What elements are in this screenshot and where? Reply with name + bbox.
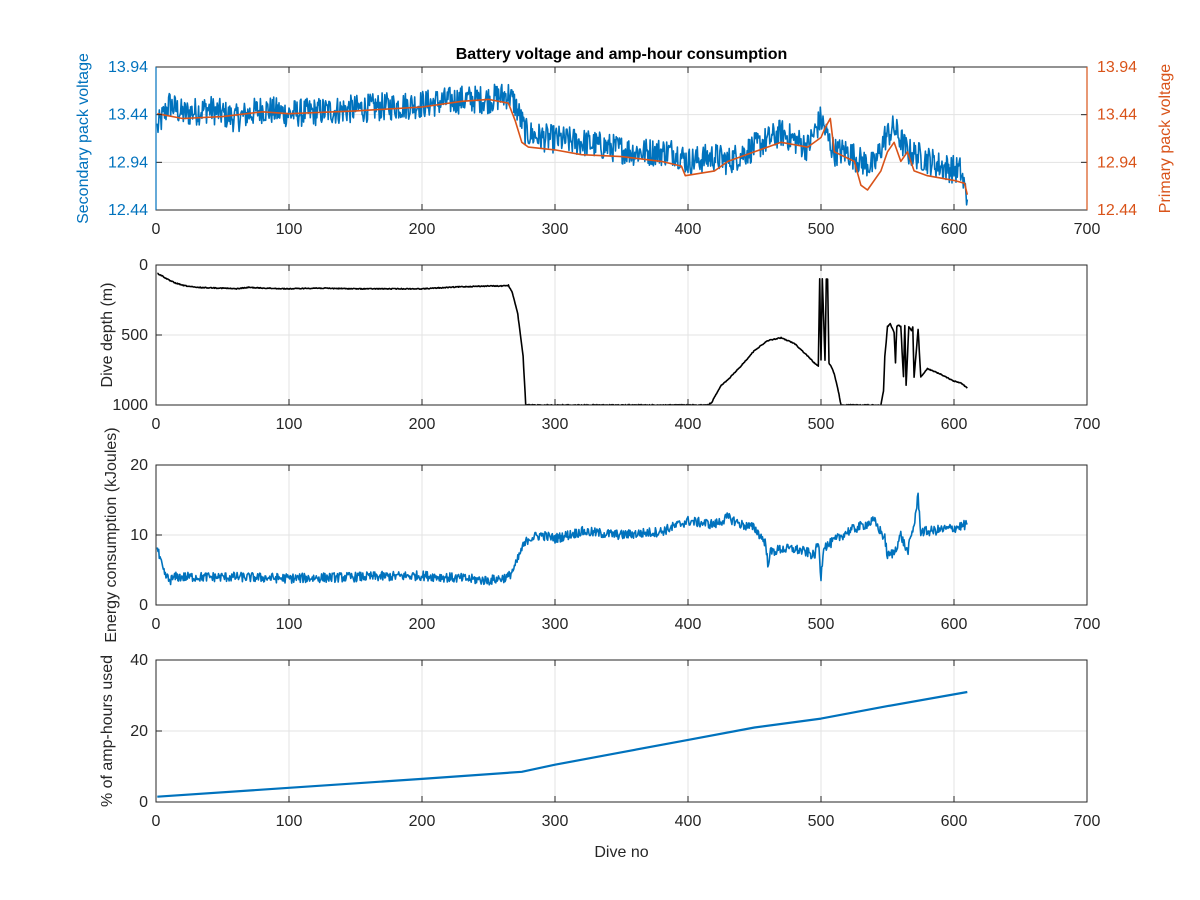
x-tick-label: 100 (276, 813, 303, 830)
x-tick-label: 200 (409, 813, 436, 830)
x-tick-label: 600 (941, 221, 968, 238)
y-tick-label-right: 12.44 (1097, 202, 1137, 219)
y-tick-label: 0 (139, 794, 148, 811)
amphours-panel: 0 100 200 300 400 500 600 700 0 20 40 % of amp-hour… (99, 652, 1100, 861)
x-tick-label: 500 (808, 221, 835, 238)
x-tick-label: 0 (152, 221, 161, 238)
y-tick-label: 1000 (112, 397, 148, 414)
y-axis-label: % of amp-hours used (99, 655, 116, 807)
x-tick-label: 100 (276, 616, 303, 633)
y-axis-label-right: Primary pack voltage (1157, 64, 1174, 213)
chart-title: Battery voltage and amp-hour consumption (456, 46, 788, 63)
x-tick-label: 100 (276, 416, 303, 433)
x-tick-label: 100 (276, 221, 303, 238)
y-tick-label: 40 (130, 652, 148, 669)
y-tick-label: 13.44 (108, 107, 148, 124)
x-tick-label: 400 (675, 616, 702, 633)
x-tick-label: 600 (941, 416, 968, 433)
depth-panel: 0 100 200 300 400 500 600 700 0 500 1000 Dive depth… (99, 257, 1100, 433)
x-tick-label: 0 (152, 416, 161, 433)
x-tick-label: 700 (1074, 416, 1101, 433)
x-tick-label: 200 (409, 616, 436, 633)
x-tick-label: 500 (808, 416, 835, 433)
y-tick-label: 10 (130, 527, 148, 544)
secondary-voltage-line (156, 83, 969, 206)
dive-depth-line (157, 272, 968, 405)
x-tick-label: 0 (152, 616, 161, 633)
x-tick-label: 0 (152, 813, 161, 830)
amp-hours-line (157, 690, 968, 798)
x-tick-label: 200 (409, 221, 436, 238)
y-axis-label: Dive depth (m) (99, 283, 116, 388)
y-tick-label: 0 (139, 597, 148, 614)
energy-consumption-line (156, 492, 968, 586)
y-tick-label: 12.94 (108, 154, 148, 171)
y-tick-label-right: 13.94 (1097, 59, 1137, 76)
x-tick-label: 500 (808, 616, 835, 633)
x-tick-label: 200 (409, 416, 436, 433)
x-tick-label: 600 (941, 616, 968, 633)
x-tick-label: 700 (1074, 813, 1101, 830)
y-axis-label: Secondary pack voltage (75, 53, 92, 224)
x-tick-label: 600 (941, 813, 968, 830)
energy-panel: 0 100 200 300 400 500 600 700 0 10 20 Energy consum… (103, 427, 1100, 642)
x-tick-label: 300 (542, 616, 569, 633)
x-tick-label: 400 (675, 813, 702, 830)
x-tick-label: 700 (1074, 616, 1101, 633)
x-tick-label: 400 (675, 221, 702, 238)
x-tick-label: 300 (542, 221, 569, 238)
y-axis-label: Energy consumption (kJoules) (103, 427, 120, 642)
x-axis-label: Dive no (594, 844, 648, 861)
x-tick-label: 700 (1074, 221, 1101, 238)
y-tick-label: 20 (130, 457, 148, 474)
y-tick-label-right: 12.94 (1097, 154, 1137, 171)
x-tick-label: 300 (542, 416, 569, 433)
y-tick-label: 13.94 (108, 59, 148, 76)
x-tick-label: 500 (808, 813, 835, 830)
y-tick-label: 20 (130, 723, 148, 740)
primary-voltage-line (157, 98, 969, 195)
x-tick-label: 300 (542, 813, 569, 830)
voltage-panel: 0 100 200 300 400 500 600 700 12.44 12.94 13.44 13.… (75, 46, 1174, 238)
x-tick-label: 400 (675, 416, 702, 433)
y-tick-label: 0 (139, 257, 148, 274)
y-tick-label: 12.44 (108, 202, 148, 219)
y-tick-label: 500 (121, 327, 148, 344)
y-tick-label-right: 13.44 (1097, 107, 1137, 124)
